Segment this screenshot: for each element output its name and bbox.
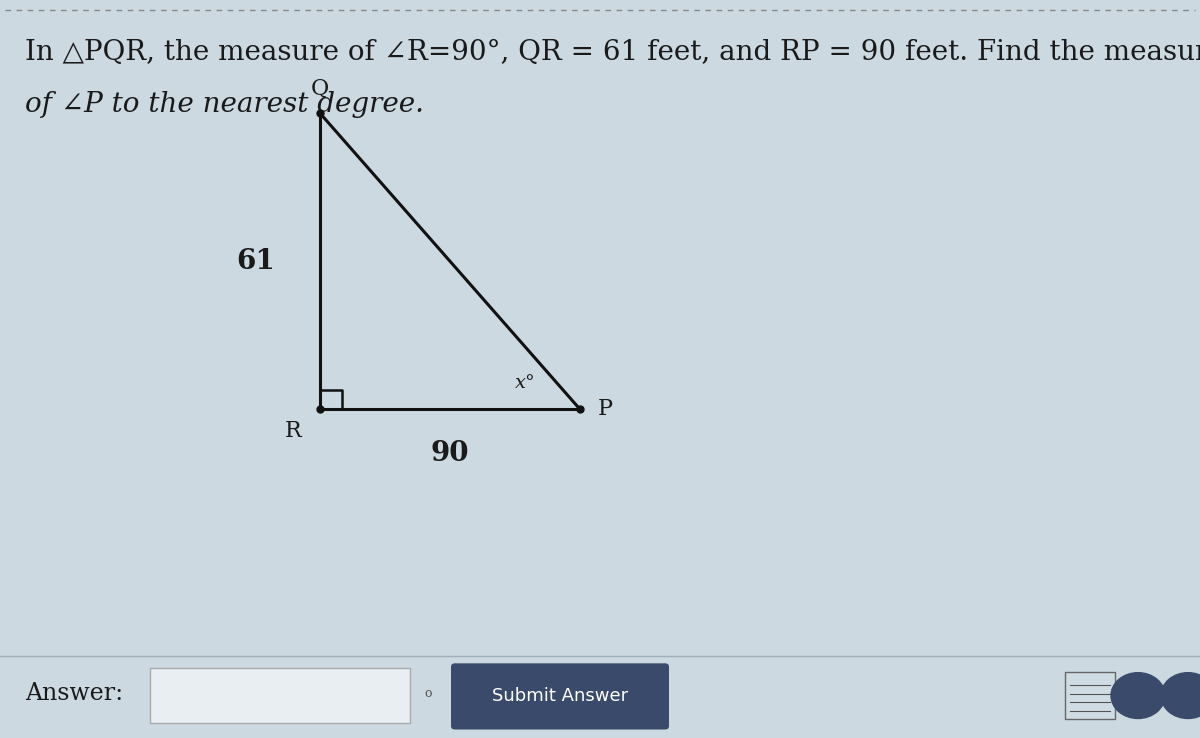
Text: −: −	[1177, 683, 1199, 707]
Text: Answer:: Answer:	[25, 683, 124, 706]
Text: +: +	[1128, 683, 1148, 707]
Text: 90: 90	[431, 440, 469, 466]
Text: Q: Q	[311, 78, 329, 100]
Text: Submit Answer: Submit Answer	[492, 686, 628, 705]
Text: 61: 61	[236, 248, 275, 275]
Text: R: R	[286, 420, 302, 442]
Text: x°: x°	[515, 374, 535, 392]
Bar	[1066, 672, 1115, 720]
Text: In △PQR, the measure of ∠R=90°, QR = 61 feet, and RP = 90 feet. Find the measure: In △PQR, the measure of ∠R=90°, QR = 61 …	[25, 39, 1200, 66]
Text: P: P	[598, 399, 613, 421]
Text: o: o	[425, 687, 432, 700]
Circle shape	[1162, 672, 1200, 719]
Bar	[150, 669, 410, 723]
Circle shape	[1111, 672, 1165, 719]
FancyBboxPatch shape	[451, 663, 670, 729]
Text: of ∠P to the nearest degree.: of ∠P to the nearest degree.	[25, 92, 424, 118]
